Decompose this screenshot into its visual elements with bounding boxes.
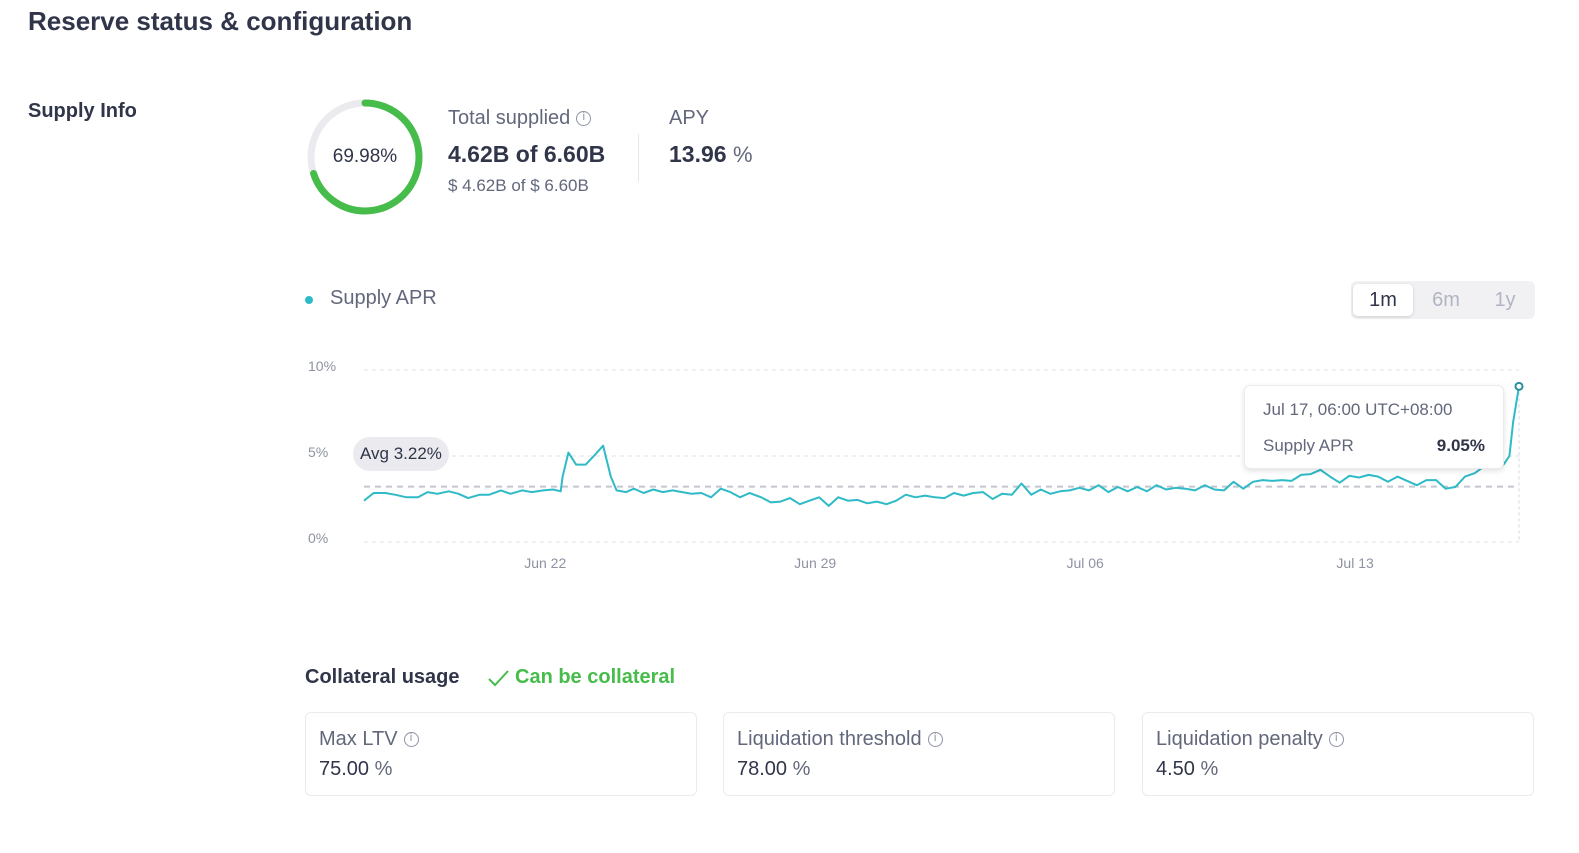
collateral-status-text: Can be collateral: [515, 666, 676, 688]
x-tick-label: Jun 22: [524, 555, 566, 571]
utilization-ring: [307, 99, 423, 215]
time-range-selector: 1m 6m 1y: [1351, 281, 1535, 319]
collateral-usage-title: Collateral usage: [305, 666, 460, 688]
apy-unit: %: [732, 142, 753, 167]
max-ltv-value: 75.00: [319, 758, 370, 780]
x-tick-label: Jul 13: [1336, 555, 1374, 571]
liquidation-threshold-value-row: 78.00 %: [737, 758, 810, 781]
liquidation-penalty-value: 4.50: [1156, 758, 1195, 780]
legend-label: Supply APR: [330, 287, 437, 309]
max-ltv-value-row: 75.00 %: [319, 758, 392, 781]
liquidation-penalty-label-row: Liquidation penalty: [1156, 728, 1344, 751]
y-tick-label: 10%: [308, 358, 336, 374]
liquidation-threshold-card: Liquidation threshold 78.00 %: [723, 712, 1115, 796]
legend-dot-icon: [305, 296, 313, 304]
max-ltv-unit: %: [374, 758, 393, 780]
check-icon: [488, 669, 509, 686]
liquidation-threshold-unit: %: [792, 758, 811, 780]
supply-info-label: Supply Info: [28, 100, 137, 122]
utilization-ring-fill: [307, 99, 423, 215]
max-ltv-label-row: Max LTV: [319, 728, 419, 751]
liquidation-threshold-label: Liquidation threshold: [737, 728, 922, 750]
chart-tooltip: Jul 17, 06:00 UTC+08:00 Supply APR 9.05%: [1244, 385, 1504, 469]
tooltip-label: Supply APR: [1263, 436, 1354, 455]
divider: [638, 134, 639, 182]
info-icon[interactable]: [576, 110, 592, 126]
total-supplied-usd: $ 4.62B of $ 6.60B: [448, 176, 589, 195]
x-tick-label: Jun 29: [794, 555, 836, 571]
y-tick-label: 0%: [308, 530, 328, 546]
utilization-percent: 69.98%: [332, 146, 398, 167]
info-icon[interactable]: [403, 731, 419, 747]
liquidation-penalty-unit: %: [1200, 758, 1219, 780]
x-tick-label: Jul 06: [1066, 555, 1104, 571]
info-icon[interactable]: [927, 731, 943, 747]
total-supplied-value: 4.62B of 6.60B: [448, 141, 606, 167]
apy-value-row: 13.96 %: [669, 141, 753, 168]
max-ltv-label: Max LTV: [319, 728, 398, 750]
range-1y-button[interactable]: 1y: [1494, 289, 1516, 311]
range-6m-button[interactable]: 6m: [1432, 289, 1460, 311]
liquidation-threshold-value: 78.00: [737, 758, 788, 780]
total-supplied-block: Total supplied 4.62B of 6.60B $ 4.62B of…: [448, 107, 605, 196]
max-ltv-card: Max LTV 75.00 %: [305, 712, 697, 796]
apy-block: APY 13.96 %: [669, 107, 753, 168]
average-badge: Avg 3.22%: [353, 437, 449, 471]
tooltip-time: Jul 17, 06:00 UTC+08:00: [1263, 400, 1453, 419]
tooltip-value: 9.05%: [1436, 436, 1485, 455]
info-icon[interactable]: [1328, 731, 1344, 747]
hover-point: [1514, 381, 1524, 391]
range-1m-button[interactable]: 1m: [1353, 284, 1413, 316]
liquidation-penalty-label: Liquidation penalty: [1156, 728, 1323, 750]
liquidation-penalty-value-row: 4.50 %: [1156, 758, 1218, 781]
total-supplied-label-row: Total supplied: [448, 107, 605, 130]
apy-label: APY: [669, 107, 710, 129]
liquidation-penalty-card: Liquidation penalty 4.50 %: [1142, 712, 1534, 796]
apy-value: 13.96: [669, 141, 727, 167]
y-tick-label: 5%: [308, 444, 328, 460]
total-supplied-label: Total supplied: [448, 107, 571, 129]
page-title: Reserve status & configuration: [28, 6, 413, 36]
liquidation-threshold-label-row: Liquidation threshold: [737, 728, 943, 751]
collateral-status: Can be collateral: [487, 666, 675, 689]
